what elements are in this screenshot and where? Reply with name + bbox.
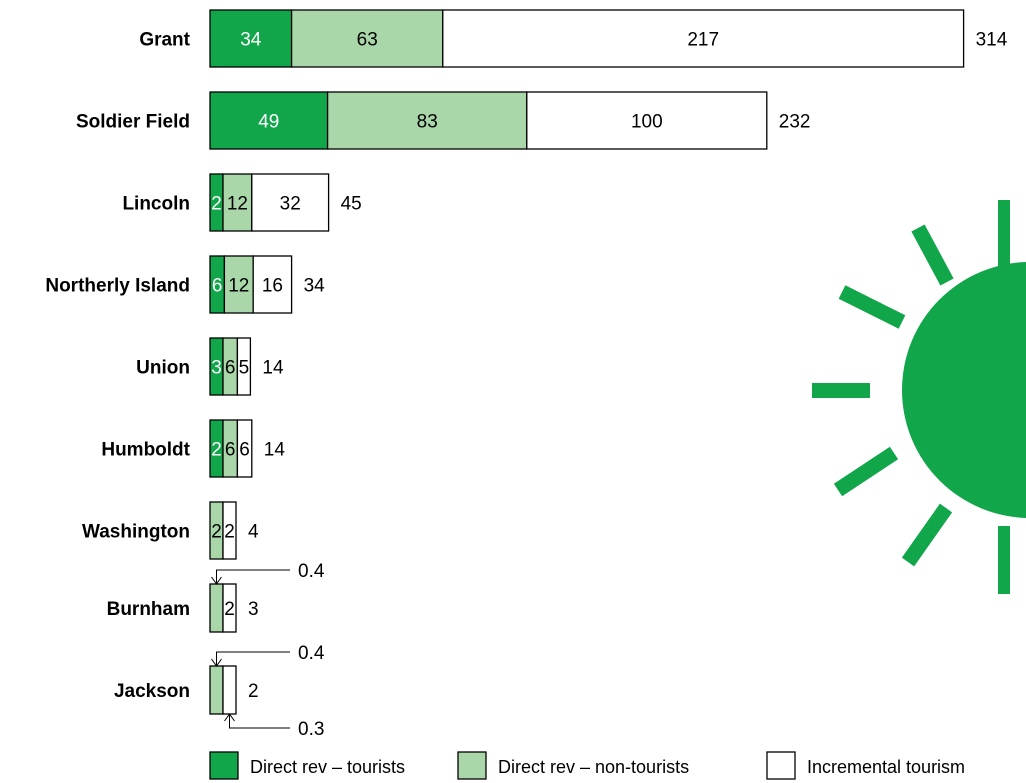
legend-swatch-direct-rev-non-tourists	[457, 751, 487, 780]
category-label-grant: Grant	[139, 30, 190, 51]
segment-label-soldier-field-direct-rev-non-tourists: 83	[417, 112, 438, 133]
bar-jackson-direct-rev-non-tourists	[209, 665, 224, 715]
bar-washington-incremental-tourism	[222, 501, 237, 560]
segment-label-union-direct-rev-tourists: 3	[211, 358, 222, 379]
legend-item-direct-rev-non-tourists: Direct rev – non-tourists	[457, 751, 689, 780]
total-label-soldier-field: 232	[779, 112, 811, 133]
segment-label-union-direct-rev-non-tourists: 6	[225, 358, 236, 379]
segment-label-soldier-field-direct-rev-tourists: 49	[258, 112, 279, 133]
bar-burnham-incremental-tourism	[222, 583, 237, 633]
bar-northerly-island-direct-rev-non-tourists	[223, 255, 254, 314]
bar-soldier-field-incremental-tourism	[526, 91, 768, 150]
legend-label-incremental-tourism: Incremental tourism	[807, 757, 965, 777]
segment-label-northerly-island-direct-rev-non-tourists: 12	[228, 276, 249, 297]
category-label-burnham: Burnham	[107, 599, 190, 620]
callout-burnham-direct-rev-non-tourists	[211, 569, 290, 585]
segment-label-humboldt-incremental-tourism: 6	[239, 440, 250, 461]
total-label-humboldt: 14	[264, 440, 286, 461]
legend-label-direct-rev-non-tourists: Direct rev – non-tourists	[498, 757, 689, 777]
category-label-lincoln: Lincoln	[122, 194, 190, 215]
segment-label-lincoln-direct-rev-non-tourists: 12	[227, 194, 248, 215]
category-label-washington: Washington	[82, 522, 190, 543]
segment-label-burnham-incremental-tourism: 2	[224, 599, 235, 620]
segment-label-lincoln-incremental-tourism: 32	[280, 194, 301, 215]
bar-humboldt-incremental-tourism	[236, 419, 253, 478]
callout-label-burnham-direct-rev-non-tourists: 0.4	[298, 561, 325, 582]
callout-label-jackson-incremental-tourism: 0.3	[298, 719, 324, 740]
bar-northerly-island-incremental-tourism	[252, 255, 293, 314]
legend-item-incremental-tourism: Incremental tourism	[766, 751, 965, 780]
bar-grant-incremental-tourism	[442, 9, 965, 68]
legend-label-direct-rev-tourists: Direct rev – tourists	[250, 757, 405, 777]
total-label-washington: 4	[248, 522, 259, 543]
legend: Direct rev – tourists Direct rev – non-to…	[209, 751, 965, 780]
category-label-soldier-field: Soldier Field	[76, 112, 190, 133]
segment-label-humboldt-direct-rev-tourists: 2	[211, 440, 222, 461]
total-label-grant: 314	[976, 30, 1008, 51]
callout-jackson-incremental-tourism	[224, 713, 290, 729]
callout-label-jackson-direct-rev-non-tourists: 0.4	[298, 643, 325, 664]
segment-label-northerly-island-incremental-tourism: 16	[262, 276, 283, 297]
legend-item-direct-rev-tourists: Direct rev – tourists	[209, 751, 405, 780]
segment-label-washington-direct-rev-non-tourists: 2	[211, 522, 222, 543]
legend-swatch-incremental-tourism	[766, 751, 796, 780]
bar-soldier-field-direct-rev-non-tourists	[326, 91, 528, 150]
bar-jackson-incremental-tourism	[222, 665, 237, 715]
total-label-union: 14	[262, 358, 284, 379]
segment-label-northerly-island-direct-rev-tourists: 6	[212, 276, 223, 297]
segment-label-lincoln-direct-rev-tourists: 2	[211, 194, 222, 215]
bar-burnham-direct-rev-non-tourists	[209, 583, 224, 633]
segment-label-washington-incremental-tourism: 2	[224, 522, 235, 543]
segment-label-grant-direct-rev-non-tourists: 63	[357, 30, 378, 51]
total-label-jackson: 2	[248, 681, 259, 702]
segment-label-grant-incremental-tourism: 217	[687, 30, 719, 51]
segment-label-humboldt-direct-rev-non-tourists: 6	[225, 440, 236, 461]
category-label-humboldt: Humboldt	[101, 440, 190, 461]
total-label-burnham: 3	[248, 599, 259, 620]
segment-label-union-incremental-tourism: 5	[239, 358, 250, 379]
sun-decoration-icon	[812, 200, 1026, 594]
category-label-northerly-island: Northerly Island	[45, 276, 190, 297]
category-label-union: Union	[136, 358, 190, 379]
bar-grant-direct-rev-tourists	[209, 9, 293, 68]
total-label-northerly-island: 34	[304, 276, 326, 297]
bar-lincoln-incremental-tourism	[251, 173, 330, 232]
bar-grant-direct-rev-non-tourists	[290, 9, 444, 68]
segment-label-grant-direct-rev-tourists: 34	[240, 30, 262, 51]
callout-jackson-direct-rev-non-tourists	[211, 651, 290, 667]
category-label-jackson: Jackson	[114, 681, 190, 702]
bar-union-incremental-tourism	[236, 337, 252, 396]
total-label-lincoln: 45	[341, 194, 362, 215]
legend-swatch-direct-rev-tourists	[209, 751, 239, 780]
segment-label-soldier-field-incremental-tourism: 100	[631, 112, 663, 133]
